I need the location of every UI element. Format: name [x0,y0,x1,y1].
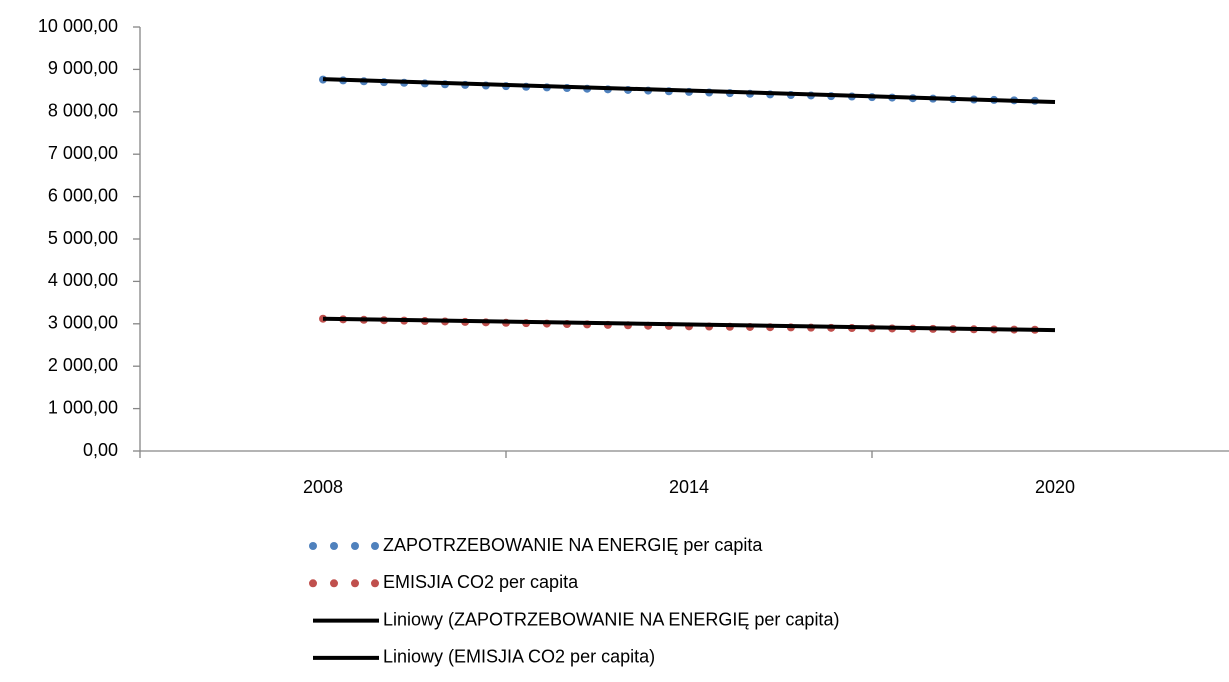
y-tick-label: 4 000,00 [48,270,118,290]
y-tick-label: 7 000,00 [48,143,118,163]
x-tick-label: 2014 [669,477,709,497]
y-tick-label: 8 000,00 [48,101,118,121]
y-tick-label: 9 000,00 [48,58,118,78]
trend-line [322,77,1056,105]
y-tick-label: 10 000,00 [38,16,118,36]
legend-label: Liniowy (ZAPOTRZEBOWANIE NA ENERGIĘ per … [383,609,839,629]
legend-symbol [309,542,317,550]
legend-symbol [351,542,359,550]
y-tick-label: 6 000,00 [48,185,118,205]
y-tick-label: 0,00 [83,440,118,460]
legend-symbol [371,542,379,550]
legend-label: Liniowy (EMISJIA CO2 per capita) [383,647,655,667]
x-tick-label: 2008 [303,477,343,497]
legend-symbol [351,579,359,588]
y-tick-label: 5 000,00 [48,228,118,248]
legend-label: EMISJIA CO2 per capita [383,572,579,592]
legend-symbol [309,579,317,588]
y-tick-label: 2 000,00 [48,355,118,375]
y-tick-label: 1 000,00 [48,397,118,417]
legend-symbol [330,579,338,588]
y-tick-label: 3 000,00 [48,313,118,333]
x-tick-label: 2020 [1035,477,1075,497]
trend-line [322,316,1056,333]
legend-label: ZAPOTRZEBOWANIE NA ENERGIĘ per capita [383,535,763,555]
legend-symbol [330,542,338,550]
legend-symbol [371,579,379,588]
